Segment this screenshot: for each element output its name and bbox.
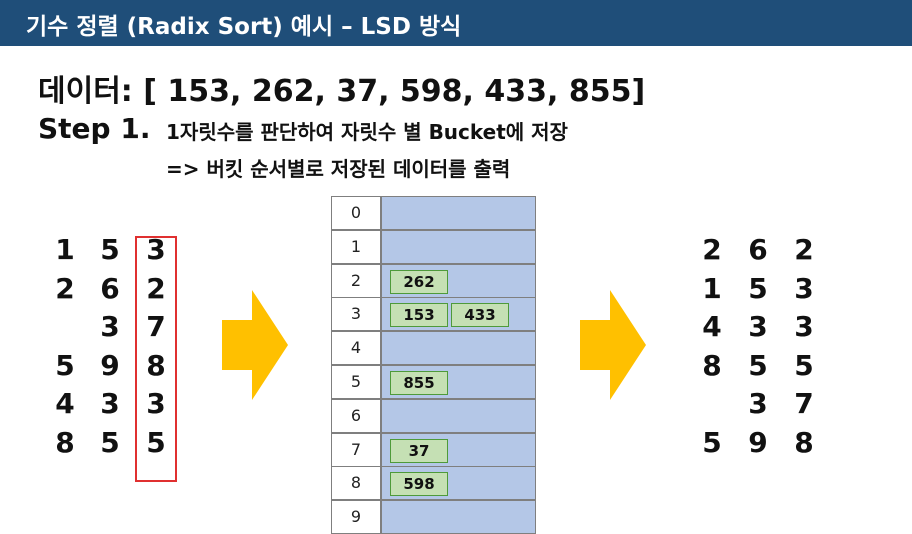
- output-digit: 9: [748, 426, 768, 459]
- output-digit: 6: [748, 233, 768, 266]
- input-digit: 3: [100, 310, 120, 344]
- input-digit: 5: [146, 426, 166, 459]
- bucket-cell: 598: [381, 466, 536, 501]
- bucket-cell: [381, 500, 536, 534]
- output-digit: 7: [794, 387, 814, 421]
- step-description: 1자릿수를 판단하여 자릿수 별 Bucket에 저장: [166, 120, 568, 144]
- output-digit: 4: [702, 310, 722, 344]
- bucket-index: 1: [331, 229, 381, 264]
- input-digit: 3: [100, 387, 120, 421]
- output-digit: 2: [702, 233, 722, 266]
- output-digit: 3: [794, 271, 814, 305]
- input-digit: 3: [146, 387, 166, 421]
- right-arrow-icon: [580, 290, 646, 400]
- bucket-row: 3 153 433: [331, 297, 536, 332]
- output-digit: 5: [702, 426, 722, 459]
- step-label: Step 1.: [38, 112, 151, 145]
- bucket-row: 5 855: [331, 365, 536, 399]
- bucket-index: 3: [331, 297, 381, 332]
- input-digit: 8: [55, 426, 75, 459]
- input-digit: 9: [100, 348, 120, 382]
- bucket-row: 2 262: [331, 263, 536, 298]
- output-digit: 5: [748, 271, 768, 305]
- input-digit: 4: [55, 387, 75, 421]
- right-arrow-icon: [222, 290, 288, 400]
- bucket-item: 37: [390, 438, 448, 463]
- output-digit: 8: [794, 426, 814, 459]
- output-digit: 5: [748, 348, 768, 382]
- bucket-cell: [381, 196, 536, 230]
- bucket-cell: 37: [381, 432, 536, 467]
- bucket-index: 0: [331, 196, 381, 230]
- output-digit: 5: [794, 348, 814, 382]
- bucket-item: 598: [390, 472, 448, 497]
- bucket-cell: 153 433: [381, 297, 536, 332]
- bucket-item: 433: [451, 303, 509, 328]
- input-digit: 8: [146, 348, 166, 382]
- bucket-row: 7 37: [331, 432, 536, 467]
- input-digit: 5: [100, 233, 120, 266]
- input-digit: 7: [146, 310, 166, 344]
- bucket-item: 153: [390, 303, 448, 328]
- bucket-row: 1: [331, 229, 536, 264]
- bucket-index: 7: [331, 432, 381, 467]
- bucket-row: 0: [331, 196, 536, 230]
- output-digit: 3: [794, 310, 814, 344]
- output-digit: 8: [702, 348, 722, 382]
- bucket-cell: 855: [381, 365, 536, 399]
- output-digit: 3: [748, 310, 768, 344]
- input-digit: 5: [100, 426, 120, 459]
- bucket-row: 4: [331, 331, 536, 366]
- bucket-index: 2: [331, 263, 381, 298]
- input-digit: 3: [146, 233, 166, 266]
- bucket-row: 6: [331, 398, 536, 433]
- input-digit: 6: [100, 271, 120, 305]
- output-digit: 1: [702, 271, 722, 305]
- step-output-note: => 버킷 순서별로 저장된 데이터를 출력: [166, 157, 511, 181]
- title-bar: 기수 정렬 (Radix Sort) 예시 – LSD 방식: [0, 0, 912, 46]
- bucket-index: 9: [331, 500, 381, 534]
- bucket-index: 4: [331, 331, 381, 366]
- data-line: 데이터: [ 153, 262, 37, 598, 433, 855]: [38, 74, 646, 109]
- bucket-index: 6: [331, 398, 381, 433]
- input-digit: 2: [55, 271, 75, 305]
- bucket-index: 8: [331, 466, 381, 501]
- bucket-cell: [381, 229, 536, 264]
- input-digit: 5: [55, 348, 75, 382]
- input-digit: 1: [55, 233, 75, 266]
- input-digit: 2: [146, 271, 166, 305]
- bucket-item: 855: [390, 371, 448, 395]
- bucket-cell: [381, 331, 536, 366]
- output-digit: 3: [748, 387, 768, 421]
- bucket-cell: 262: [381, 263, 536, 298]
- ones-digit-highlight: [135, 236, 177, 482]
- bucket-index: 5: [331, 365, 381, 399]
- bucket-cell: [381, 398, 536, 433]
- bucket-row: 8 598: [331, 466, 536, 501]
- output-digit: 2: [794, 233, 814, 266]
- page-title: 기수 정렬 (Radix Sort) 예시 – LSD 방식: [26, 14, 462, 40]
- bucket-item: 262: [390, 269, 448, 294]
- bucket-row: 9: [331, 500, 536, 534]
